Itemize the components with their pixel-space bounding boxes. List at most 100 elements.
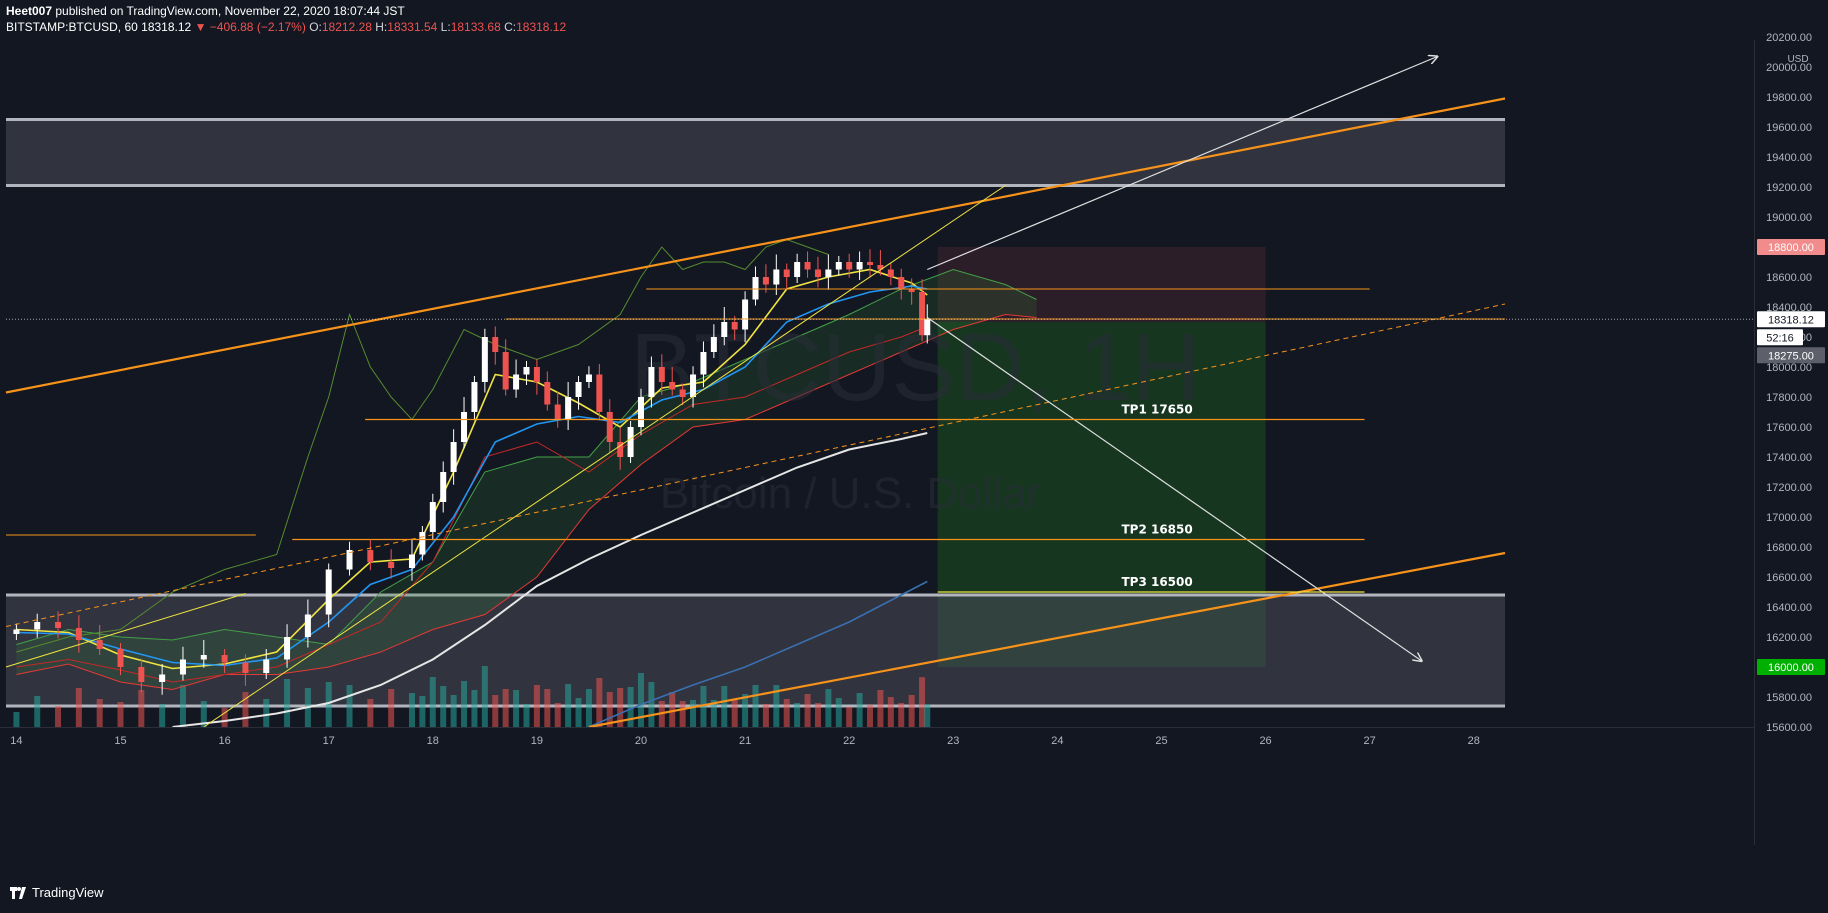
candle-body — [388, 562, 395, 568]
candle-body — [200, 655, 207, 660]
price-tick-label: 17800.00 — [1766, 392, 1812, 404]
candle-body — [554, 404, 561, 420]
price-label-target: 16000.00 — [1768, 662, 1814, 674]
time-tick-label: 16 — [218, 735, 230, 747]
volume-bar — [544, 689, 551, 727]
volume-bar — [690, 700, 697, 727]
candle-body — [34, 622, 41, 630]
candle-body — [846, 262, 853, 270]
candle-body — [513, 374, 520, 390]
time-tick-label: 21 — [739, 735, 751, 747]
indicator-lines-layer — [16, 268, 928, 728]
candle-body — [648, 367, 655, 397]
candle-body — [75, 628, 82, 640]
trendline-5 — [926, 317, 1421, 662]
candle-body — [565, 397, 572, 420]
time-tick-label: 17 — [323, 735, 335, 747]
candle-body — [710, 337, 717, 352]
volume-bar — [752, 685, 759, 727]
volume-bar — [96, 699, 103, 727]
volume-bar — [773, 685, 780, 727]
candle-body — [585, 374, 592, 382]
volume-bar — [502, 689, 509, 727]
volume-bar — [34, 696, 41, 727]
ichimoku-cloud-layer — [16, 238, 1037, 691]
candle-body — [887, 269, 894, 277]
close-label: C: — [504, 20, 517, 34]
candle-body — [804, 262, 811, 270]
candle-body — [533, 367, 540, 382]
candle-body — [877, 265, 884, 270]
watermark-description: Bitcoin / U.S. Dollar — [660, 469, 1041, 518]
price-unit-label: USD — [1787, 54, 1808, 65]
volume-bar — [263, 699, 270, 727]
candle-body — [924, 319, 931, 336]
high-value: 18331.54 — [387, 20, 438, 34]
volume-bar — [408, 693, 415, 727]
volume-bar — [877, 690, 884, 727]
volume-bar — [617, 688, 624, 727]
last-price: 18318.12 — [141, 20, 192, 34]
candle-body — [762, 277, 769, 285]
time-tick-label: 14 — [10, 735, 22, 747]
time-tick-label: 20 — [635, 735, 647, 747]
price-tick-label: 19000.00 — [1766, 212, 1812, 224]
trendline-0 — [5, 97, 1506, 394]
time-tick-label: 15 — [114, 735, 126, 747]
volume-bar — [221, 708, 228, 727]
volume-bar — [835, 698, 842, 727]
drawings-layer: TP1 17650 TP2 16850 TP3 16500 — [5, 57, 1755, 729]
price-label-gray: 18275.00 — [1768, 350, 1814, 362]
volume-bar — [481, 666, 488, 727]
volume-bar — [825, 689, 832, 727]
candle-body — [783, 269, 790, 277]
candle-body — [575, 382, 582, 397]
volume-bar — [721, 686, 728, 727]
candle-body — [440, 472, 447, 502]
volume-bar — [606, 692, 613, 727]
candle-body — [679, 389, 686, 397]
low-value: 18133.68 — [450, 20, 501, 34]
volume-bar — [242, 692, 249, 727]
time-tick-label: 22 — [843, 735, 855, 747]
price-tick-label: 18600.00 — [1766, 272, 1812, 284]
target-label-1: TP1 17650 — [1121, 403, 1192, 417]
trendline-4 — [5, 593, 246, 668]
author-name[interactable]: Heet007 — [6, 4, 53, 18]
price-tick-label: 19600.00 — [1766, 122, 1812, 134]
symbol-label: BITSTAMP:BTCUSD, 60 — [6, 20, 138, 34]
volume-bar — [710, 700, 717, 727]
volume-bar — [585, 689, 592, 727]
kumo-cloud — [16, 269, 1037, 690]
price-tick-label: 17000.00 — [1766, 512, 1812, 524]
footer-brand[interactable]: TradingView — [10, 885, 104, 900]
tradingview-logo-icon — [10, 886, 26, 899]
candle-body — [773, 269, 780, 285]
candle-body — [481, 337, 488, 382]
ema-mid-line — [16, 285, 928, 667]
volume-bar — [794, 703, 801, 727]
candle-body — [700, 352, 707, 375]
volume-bar — [575, 698, 582, 727]
ma-long-line — [588, 580, 928, 728]
volume-bar — [908, 695, 915, 727]
trendline-6 — [927, 57, 1437, 271]
volume-bar — [55, 706, 62, 727]
volume-bar — [523, 704, 530, 727]
volume-bar — [637, 673, 644, 727]
volume-bar — [429, 677, 436, 727]
volume-bar — [471, 690, 478, 727]
close-value: 18318.12 — [516, 20, 567, 34]
candle-body — [898, 277, 905, 289]
candle-body — [835, 262, 842, 270]
trendline-3 — [203, 185, 1006, 728]
candle-body — [221, 655, 228, 663]
candle-body — [325, 569, 332, 615]
candle-body — [346, 550, 353, 570]
price-tick-label: 18400.00 — [1766, 302, 1812, 314]
trendline-2 — [5, 303, 1506, 627]
volume-bar — [804, 694, 811, 727]
candle-body — [752, 277, 759, 300]
target-label-3: TP3 16500 — [1121, 575, 1192, 589]
